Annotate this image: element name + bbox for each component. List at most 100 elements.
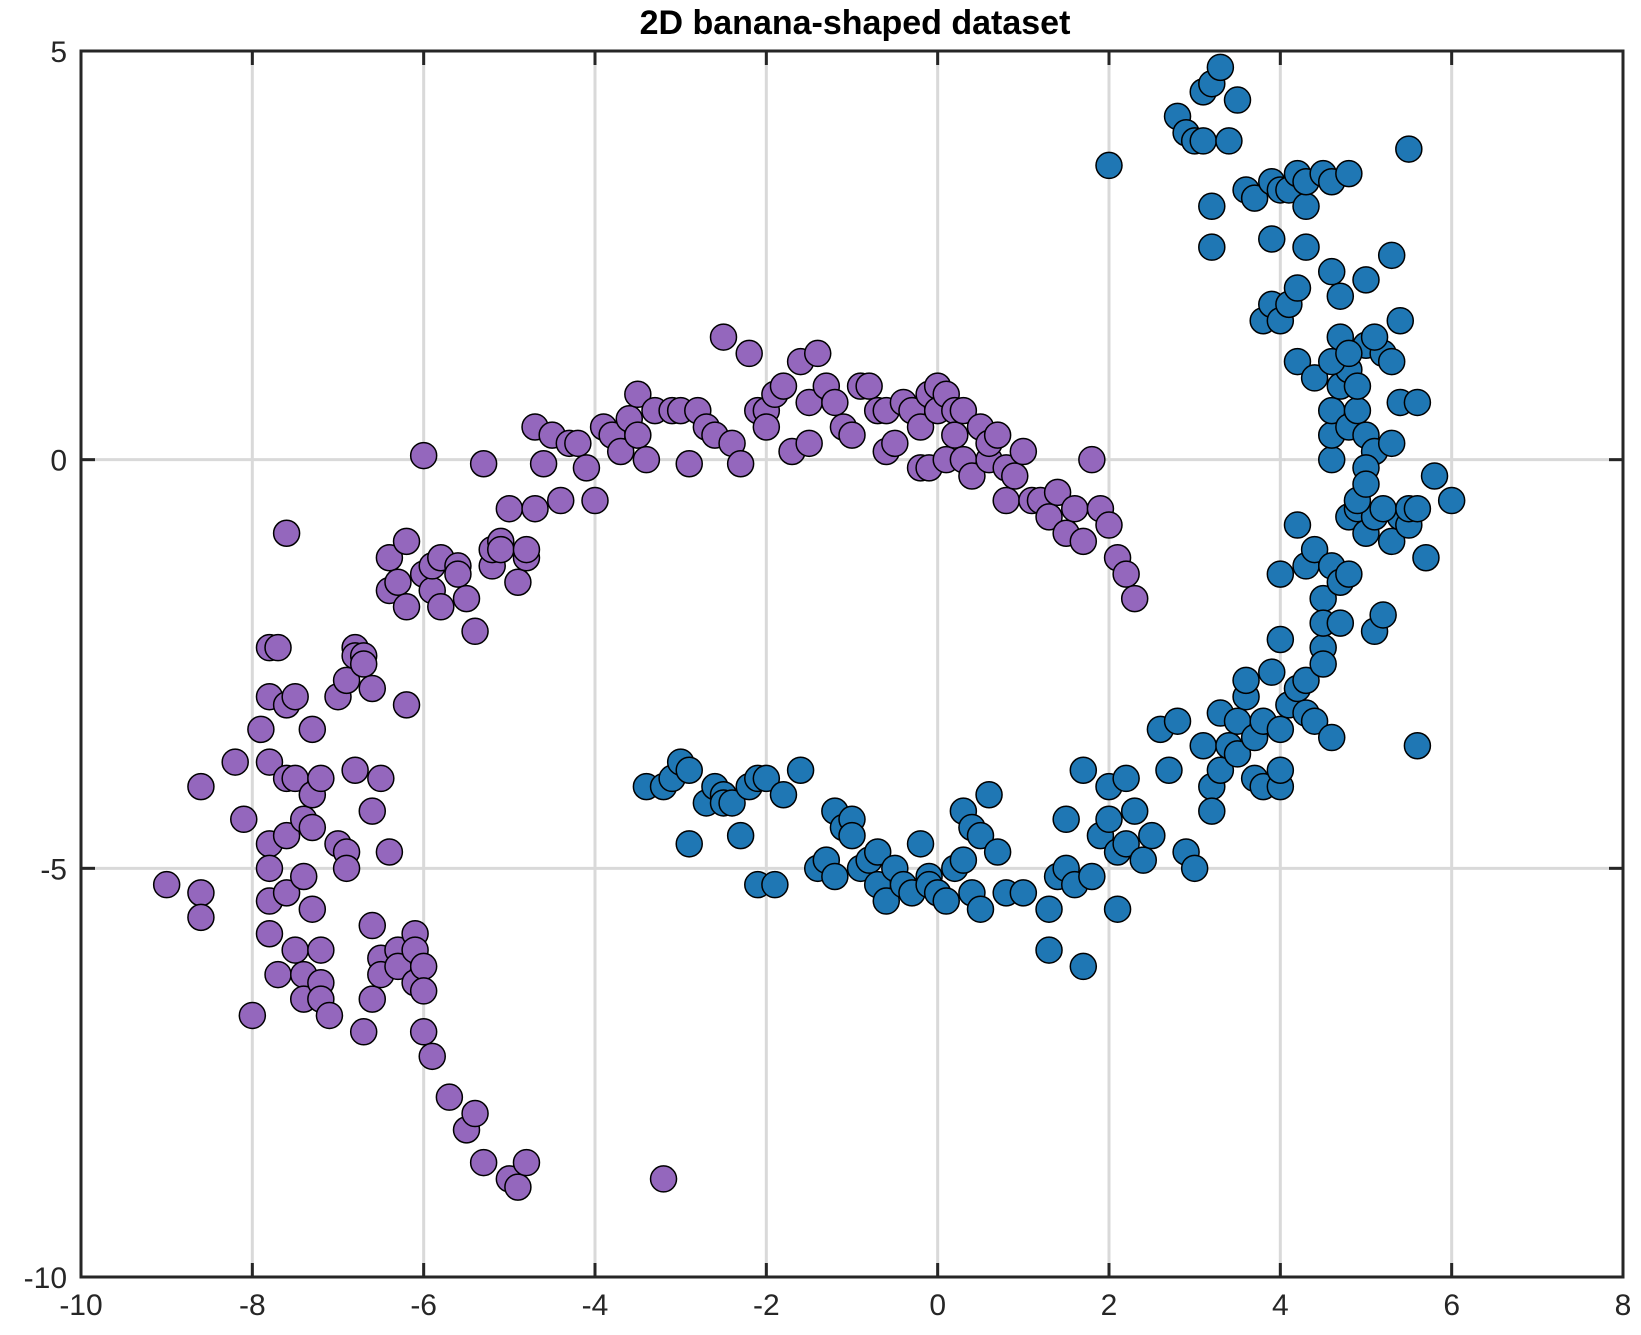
data-point	[606, 437, 635, 466]
x-tick-label: 6	[1443, 1289, 1460, 1322]
data-point	[1035, 936, 1063, 964]
data-point	[1060, 494, 1089, 523]
data-point	[675, 756, 703, 785]
data-point	[1078, 445, 1106, 474]
data-point	[1412, 543, 1440, 572]
data-point	[1360, 323, 1389, 351]
data-point	[958, 462, 986, 490]
data-point	[272, 519, 301, 547]
data-point	[504, 1173, 532, 1201]
data-point	[495, 494, 524, 523]
data-point	[375, 838, 404, 866]
ticks-layer: -10 -8 -6 -4 -2 0 2 4 6 8 -10 -5 0 5	[24, 36, 1632, 1322]
x-tick-label: -10	[59, 1289, 102, 1322]
data-point	[726, 821, 755, 850]
data-point	[1009, 437, 1038, 466]
data-point	[264, 633, 292, 662]
data-point	[1223, 86, 1252, 114]
data-point	[983, 838, 1012, 866]
data-point	[341, 756, 369, 785]
data-point	[152, 870, 181, 899]
data-point	[1266, 715, 1295, 744]
data-point	[1352, 266, 1380, 294]
axes-frame	[79, 49, 1625, 1279]
y-tick-label: -10	[24, 1262, 67, 1295]
data-point	[221, 748, 249, 776]
data-point	[272, 879, 301, 907]
data-point	[1266, 625, 1295, 654]
data-point	[409, 441, 438, 470]
data-point	[872, 887, 901, 915]
data-point	[709, 323, 738, 351]
data-point	[1292, 233, 1320, 261]
data-point	[1283, 274, 1312, 302]
data-point	[1232, 666, 1260, 695]
data-point	[272, 821, 301, 850]
data-point	[1258, 225, 1286, 253]
x-tick-label: 4	[1272, 1289, 1289, 1322]
data-point	[906, 413, 935, 441]
data-point	[1001, 462, 1029, 490]
data-point	[238, 1001, 267, 1030]
data-point	[332, 854, 361, 883]
y-tick-label: -5	[40, 853, 67, 886]
data-point	[444, 560, 472, 588]
data-point	[230, 805, 258, 834]
x-tick-label: -2	[753, 1289, 780, 1322]
data-point	[1317, 723, 1346, 752]
data-point	[1258, 658, 1286, 686]
data-point	[1103, 895, 1132, 923]
data-point	[1155, 756, 1183, 785]
data-point	[469, 1148, 498, 1177]
data-point	[1198, 233, 1226, 261]
data-point	[187, 879, 215, 907]
data-point	[298, 895, 327, 923]
data-point	[1343, 372, 1372, 400]
data-point	[1395, 135, 1423, 163]
x-tick-label: -6	[410, 1289, 437, 1322]
data-point	[949, 846, 978, 874]
data-point	[769, 372, 798, 400]
data-point	[1377, 241, 1406, 270]
data-point	[752, 764, 781, 793]
data-point	[358, 674, 387, 703]
data-point	[906, 830, 935, 858]
data-point	[1283, 511, 1312, 539]
data-point	[1198, 797, 1226, 825]
data-point	[1326, 609, 1355, 637]
data-point	[349, 1018, 378, 1046]
data-point	[281, 682, 309, 711]
data-point	[624, 380, 652, 409]
data-point	[427, 593, 455, 621]
data-point	[1035, 895, 1063, 923]
data-point	[735, 339, 763, 368]
data-point	[1352, 470, 1380, 498]
data-point	[452, 584, 481, 613]
x-tick-label: 0	[929, 1289, 946, 1322]
data-point	[675, 450, 703, 478]
x-tick-label: 8	[1615, 1289, 1632, 1322]
data-point	[769, 781, 798, 809]
data-point	[1112, 560, 1140, 588]
data-point	[1069, 527, 1098, 556]
data-point	[992, 486, 1020, 515]
data-point	[358, 911, 387, 940]
data-point	[1292, 666, 1320, 695]
data-point	[247, 715, 275, 744]
data-point	[649, 1165, 678, 1193]
data-point	[838, 821, 866, 850]
data-point	[786, 756, 815, 785]
data-point	[392, 691, 421, 719]
data-point	[1309, 650, 1337, 678]
data-point	[1223, 740, 1252, 768]
data-point	[1138, 821, 1166, 850]
points-layer	[152, 53, 1466, 1201]
data-point	[1335, 159, 1363, 188]
data-point	[367, 764, 395, 793]
data-point	[941, 421, 969, 449]
data-point	[1266, 560, 1295, 588]
data-point	[1043, 478, 1072, 507]
data-point	[1403, 494, 1432, 523]
data-point	[1120, 584, 1149, 613]
data-point	[504, 568, 532, 597]
